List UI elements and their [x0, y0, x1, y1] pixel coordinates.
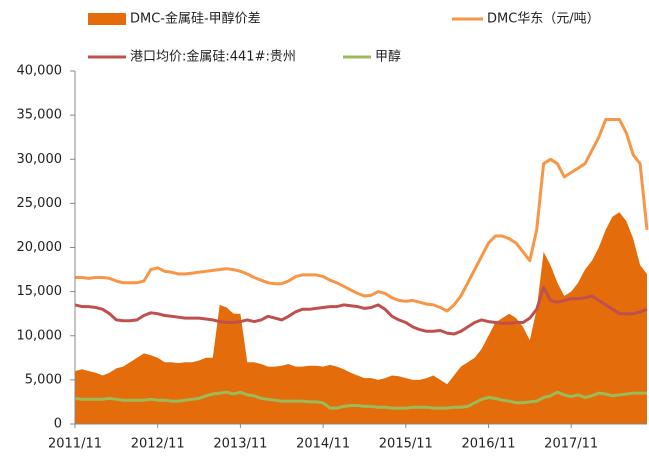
legend-label: DMC-金属硅-甲醇价差: [130, 11, 261, 27]
legend-label: 甲醇: [375, 49, 401, 65]
y-tick-label: 20,000: [17, 240, 63, 255]
x-tick-label: 2012/11: [131, 437, 185, 452]
y-tick-label: 15,000: [17, 284, 63, 299]
y-tick-label: 35,000: [17, 108, 63, 123]
y-tick-label: 0: [54, 417, 62, 432]
x-tick-label: 2017/11: [544, 437, 598, 452]
x-tick-label: 2015/11: [379, 437, 433, 452]
line: [74, 390, 647, 410]
y-tick-label: 5,000: [25, 372, 62, 387]
y-tick-label: 30,000: [17, 152, 63, 167]
x-tick-label: 2014/11: [296, 437, 350, 452]
x-tick-label: 2011/11: [48, 437, 102, 452]
y-tick-label: 10,000: [17, 328, 63, 343]
y-tick-label: 25,000: [17, 196, 63, 211]
line: [75, 118, 649, 313]
area: [75, 212, 647, 424]
legend-label: DMC华东（元/吨）: [487, 12, 600, 27]
x-tick-label: 2013/11: [213, 437, 267, 452]
line: [74, 285, 648, 336]
legend-label: 港口均价:金属硅:441#:贵州: [130, 49, 296, 65]
x-tick-label: 2016/11: [461, 437, 515, 452]
legend-swatch: [88, 13, 126, 25]
y-tick-label: 40,000: [17, 64, 63, 79]
